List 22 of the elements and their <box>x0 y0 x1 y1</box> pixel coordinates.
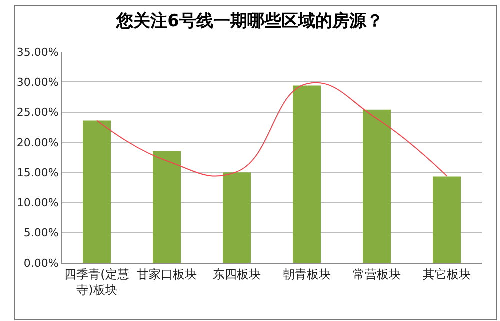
y-tick-label: 15.00% <box>16 166 59 180</box>
y-tick-label: 20.00% <box>16 136 59 150</box>
bar <box>223 172 251 263</box>
x-tick-label: 东四板块 <box>213 267 261 282</box>
x-tick-label: 甘家口板块 <box>137 267 197 282</box>
bar <box>293 86 321 263</box>
x-tick-label: 其它板块 <box>423 267 471 282</box>
bar <box>433 176 461 263</box>
bar <box>83 120 111 263</box>
y-tick-label: 5.00% <box>24 226 59 240</box>
x-tick-label: 四季青(定慧寺)板块 <box>64 267 130 297</box>
y-tick-label: 25.00% <box>16 106 59 120</box>
y-tick-label: 30.00% <box>16 76 59 89</box>
bar <box>363 110 391 263</box>
bar <box>153 151 181 263</box>
x-tick-label: 朝青板块 <box>283 267 331 282</box>
x-tick-label: 常营板块 <box>353 267 401 282</box>
y-tick-label: 10.00% <box>16 196 59 210</box>
chart-title: 您关注6号线一期哪些区域的房源？ <box>116 11 384 32</box>
line-series <box>96 82 448 177</box>
y-tick-label: 0.00% <box>24 256 59 270</box>
y-tick-label: 35.00% <box>16 46 59 59</box>
